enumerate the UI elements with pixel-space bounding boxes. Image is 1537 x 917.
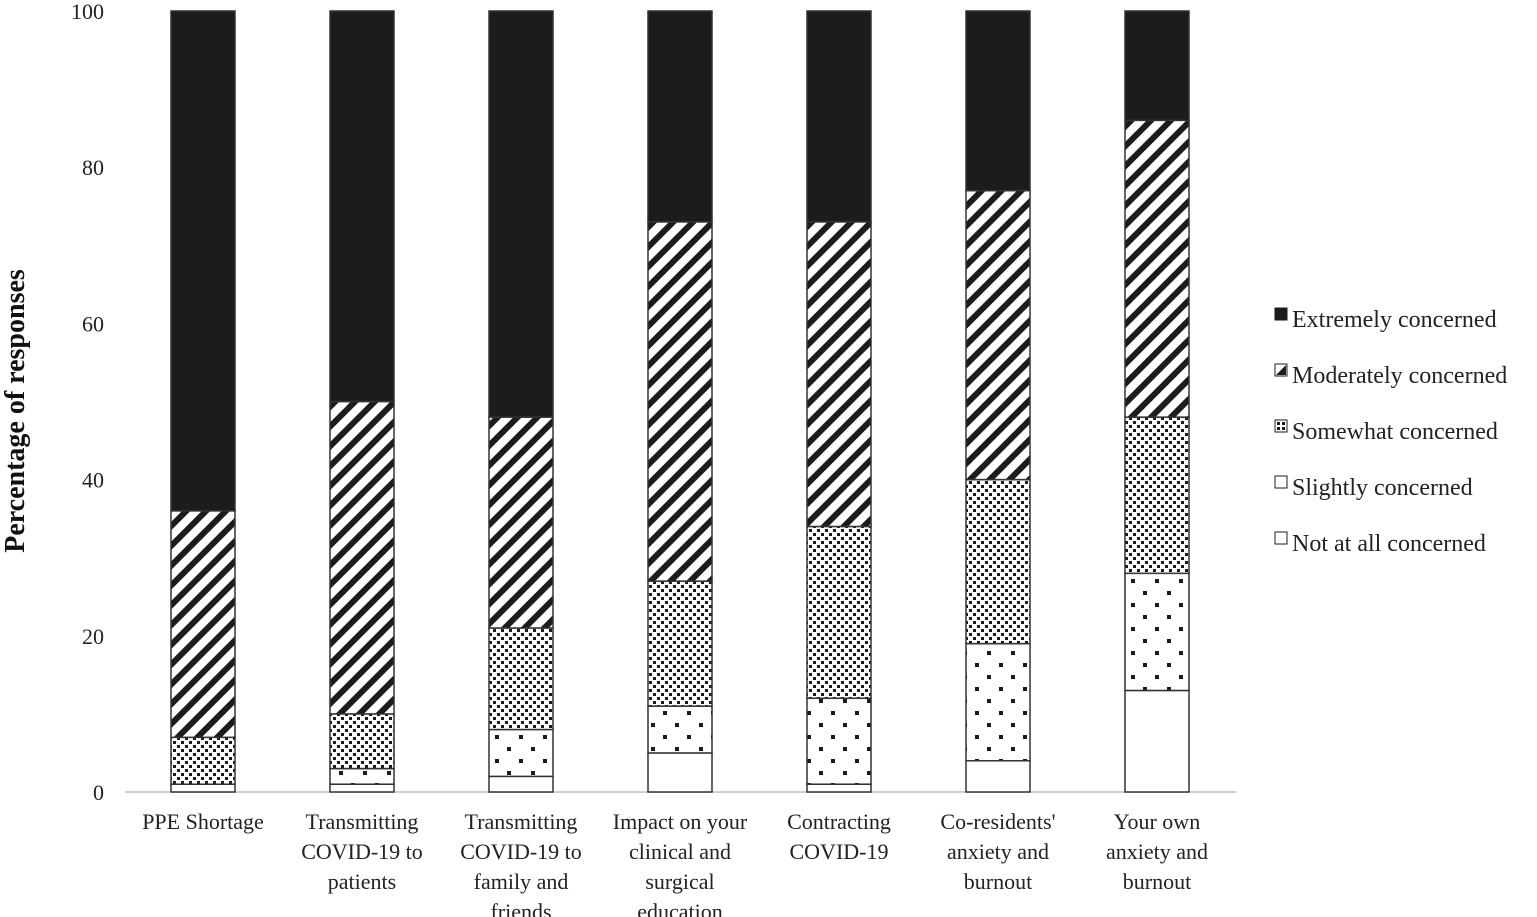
y-tick-label: 80: [82, 155, 104, 180]
bar-segment-slightly-concerned: [965, 642, 1031, 762]
bar-segment-extremely-concerned: [806, 10, 872, 223]
bar-segment-extremely-concerned: [170, 10, 236, 512]
bar-segment-somewhat-concerned: [170, 736, 236, 785]
legend-swatch: [1274, 363, 1288, 377]
bar-segment-not-at-all-concerned: [647, 752, 713, 793]
bar-segment-somewhat-concerned: [965, 478, 1031, 645]
bar-segment-moderately-concerned: [806, 221, 872, 528]
x-tick-label: Contracting COVID-19: [787, 809, 891, 864]
bar-segment-slightly-concerned: [806, 697, 872, 785]
bar-segment-extremely-concerned: [647, 10, 713, 223]
bar-segment-moderately-concerned: [488, 416, 554, 629]
y-tick-label: 0: [93, 780, 104, 805]
bar-segment-extremely-concerned: [965, 10, 1031, 192]
legend-swatch: [1274, 475, 1288, 489]
y-tick-label: 100: [71, 0, 104, 24]
bar-segment-not-at-all-concerned: [329, 783, 395, 793]
x-tick-label: Co-residents' anxiety and burnout: [940, 809, 1055, 894]
legend-item-moderately-concerned: Moderately concerned: [1274, 363, 1507, 389]
bar-segment-not-at-all-concerned: [1124, 689, 1190, 793]
bar-segment-moderately-concerned: [1124, 119, 1190, 418]
bar-segment-not-at-all-concerned: [488, 775, 554, 793]
legend-label: Somewhat concerned: [1292, 419, 1498, 445]
bar-segment-extremely-concerned: [329, 10, 395, 403]
bar-segment-moderately-concerned: [647, 221, 713, 582]
bar-segment-not-at-all-concerned: [806, 783, 872, 793]
legend-swatch: [1274, 531, 1288, 545]
bar-segment-moderately-concerned: [329, 400, 395, 715]
bar-segment-somewhat-concerned: [806, 525, 872, 700]
bar-segment-slightly-concerned: [647, 705, 713, 754]
x-tick-label: PPE Shortage: [142, 809, 264, 834]
bar-segment-not-at-all-concerned: [170, 783, 236, 793]
y-tick-label: 40: [82, 468, 104, 493]
legend-item-not-at-all-concerned: Not at all concerned: [1274, 531, 1486, 557]
bar-segment-moderately-concerned: [965, 189, 1031, 481]
x-tick-label: Transmitting COVID-19 to family and friends: [460, 809, 582, 917]
legend-item-slightly-concerned: Slightly concerned: [1274, 475, 1473, 501]
x-tick-label: Impact on your clinical and surgical educat…: [613, 809, 748, 917]
bar-segment-not-at-all-concerned: [965, 760, 1031, 793]
legend-item-somewhat-concerned: Somewhat concerned: [1274, 419, 1498, 445]
y-axis-label: Percentage of responses: [0, 269, 31, 553]
bar-segment-extremely-concerned: [488, 10, 554, 418]
bar-segment-somewhat-concerned: [488, 627, 554, 731]
x-tick-label: Transmitting COVID-19 to patients: [301, 809, 423, 894]
bar-segment-somewhat-concerned: [1124, 416, 1190, 575]
bar-segment-slightly-concerned: [329, 767, 395, 785]
legend-item-extremely-concerned: Extremely concerned: [1274, 307, 1497, 333]
legend-label: Not at all concerned: [1292, 531, 1486, 557]
legend-swatch: [1274, 307, 1288, 321]
bar-segment-slightly-concerned: [1124, 572, 1190, 692]
x-tick-label: Your own anxiety and burnout: [1106, 809, 1208, 894]
bar-segment-somewhat-concerned: [647, 580, 713, 707]
legend-label: Extremely concerned: [1292, 307, 1497, 333]
y-tick-label: 60: [82, 311, 104, 336]
legend-label: Moderately concerned: [1292, 363, 1507, 389]
bar-segment-slightly-concerned: [488, 728, 554, 778]
y-tick-label: 20: [82, 624, 104, 649]
legend-swatch: [1274, 419, 1288, 433]
bar-segment-somewhat-concerned: [329, 713, 395, 770]
legend-label: Slightly concerned: [1292, 475, 1473, 501]
bar-segment-extremely-concerned: [1124, 10, 1190, 122]
bar-segment-moderately-concerned: [170, 510, 236, 739]
